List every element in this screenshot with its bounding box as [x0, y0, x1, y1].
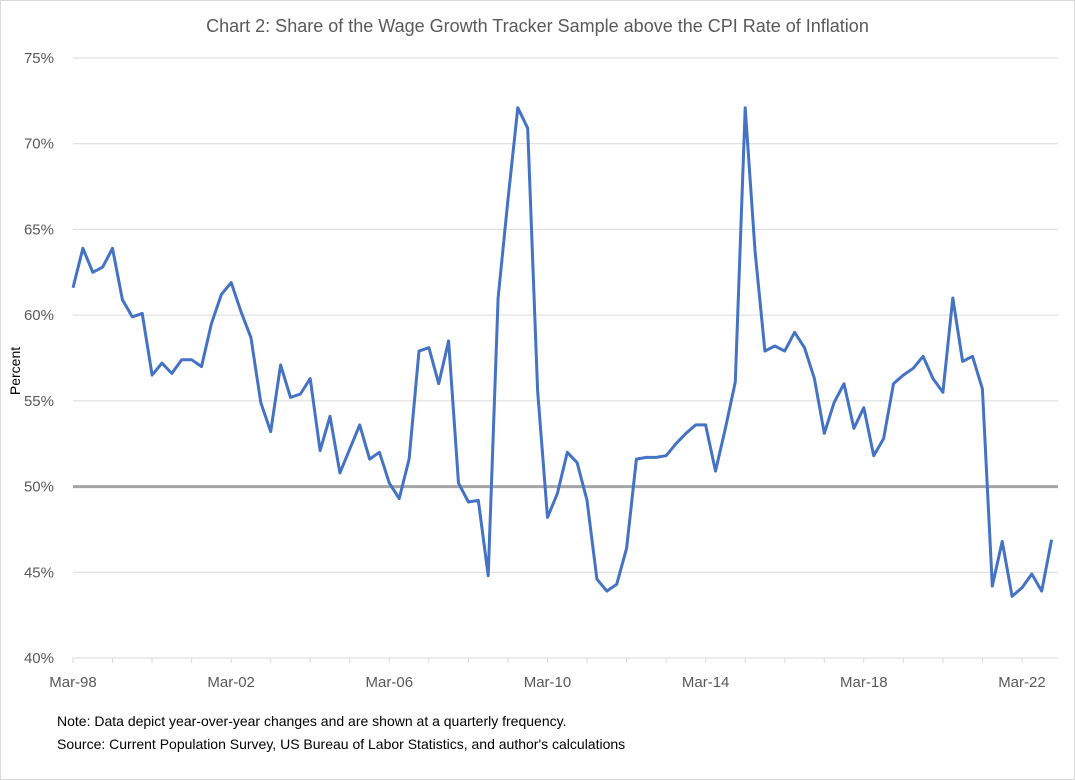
y-tick-label: 45% — [24, 564, 54, 581]
x-tick-label: Mar-06 — [366, 674, 414, 691]
y-tick-label: 50% — [24, 479, 54, 496]
y-axis-label: Percent — [7, 347, 23, 395]
series-line — [71, 106, 1054, 598]
y-tick-label: 65% — [24, 221, 54, 238]
y-tick-label: 75% — [24, 50, 54, 67]
x-tick-label: Mar-22 — [998, 674, 1046, 691]
chart-source: Source: Current Population Survey, US Bu… — [57, 736, 626, 752]
chart-note: Note: Data depict year-over-year changes… — [57, 713, 567, 729]
x-tick-label: Mar-14 — [682, 674, 730, 691]
x-tick-label: Mar-18 — [840, 674, 888, 691]
line-chart: 40% 45% 50% 55% 60% 65% 70% 75% Mar-98 Mar-02 Mar-… — [7, 50, 1058, 691]
x-tick-label: Mar-02 — [207, 674, 255, 691]
y-tick-label: 40% — [24, 650, 54, 667]
y-tick-label: 55% — [24, 393, 54, 410]
y-tick-label: 70% — [24, 136, 54, 153]
x-tick-label: Mar-10 — [524, 674, 572, 691]
y-tick-label: 60% — [24, 307, 54, 324]
chart-title: Chart 2: Share of the Wage Growth Tracke… — [206, 16, 869, 36]
x-tick-label: Mar-98 — [49, 674, 97, 691]
